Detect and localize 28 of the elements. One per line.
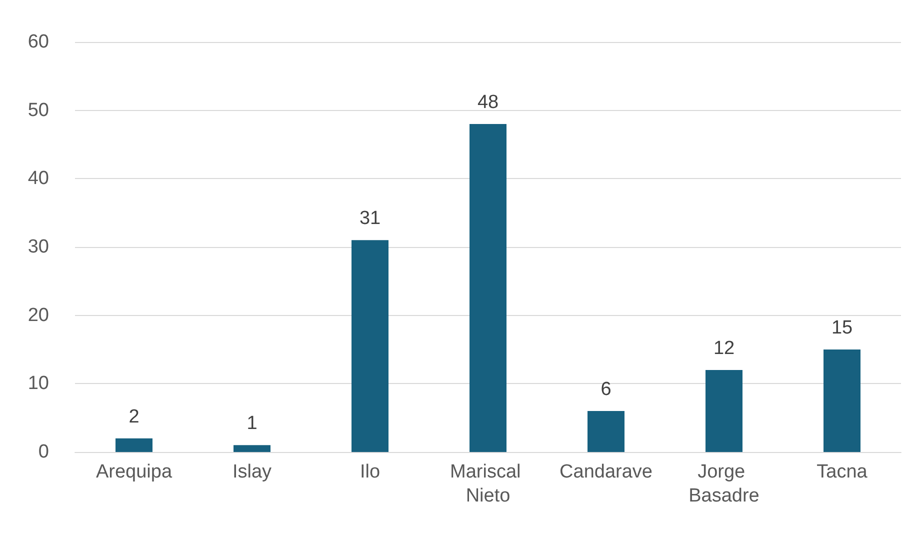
data-label: 48 — [477, 92, 499, 113]
data-label: 31 — [359, 208, 381, 230]
bar — [234, 445, 270, 452]
x-tick-label: Tacna — [816, 462, 868, 482]
x-tick-label: Mariscal Nieto — [450, 462, 526, 506]
data-label: 1 — [246, 413, 258, 434]
y-tick-label: 0 — [38, 442, 49, 462]
x-tick-label: Jorge Basadre — [688, 462, 760, 506]
bar — [352, 240, 388, 452]
y-tick-label: 50 — [28, 100, 49, 121]
bar — [470, 124, 506, 452]
bar — [116, 438, 152, 452]
y-tick-label: 40 — [28, 168, 49, 190]
y-tick-label: 20 — [28, 304, 49, 326]
x-tick-label: Candarave — [560, 462, 652, 482]
x-tick-label: Ilo — [360, 462, 380, 482]
y-tick-label: 60 — [28, 32, 49, 52]
data-label: 2 — [128, 406, 140, 428]
bar — [824, 350, 860, 452]
bar — [706, 370, 742, 452]
y-tick-label: 10 — [28, 373, 49, 394]
data-label: 12 — [713, 338, 735, 359]
y-tick-label: 30 — [28, 236, 49, 258]
bar — [588, 411, 624, 452]
data-label: 15 — [831, 318, 853, 338]
x-tick-label: Arequipa — [96, 462, 172, 482]
data-label: 6 — [600, 379, 612, 400]
x-tick-label: Islay — [232, 462, 272, 482]
